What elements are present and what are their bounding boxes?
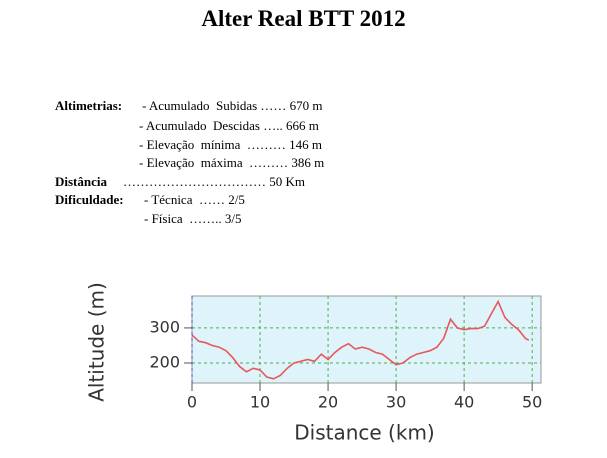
x-tick-label: 40 xyxy=(454,393,474,412)
row-text: …………………………… 50 Km xyxy=(123,174,305,189)
row-text: - Física …….. 3/5 xyxy=(144,211,242,226)
row-text: - Técnica …… 2/5 xyxy=(144,192,245,207)
y-tick-label: 300 xyxy=(149,317,180,336)
y-axis-label: Altitude (m) xyxy=(85,282,109,402)
row-text: - Elevação mínima ……… 146 m xyxy=(139,137,323,152)
elevation-line xyxy=(191,299,530,380)
x-tick-label: 0 xyxy=(187,393,197,412)
row-text: - Acumulado Subidas …… 670 m xyxy=(142,98,323,113)
plot-area xyxy=(191,295,542,384)
x-tick-label: 30 xyxy=(386,393,406,412)
row-label: Altimetrias: xyxy=(55,98,123,113)
x-tick-label: 20 xyxy=(318,393,338,412)
x-axis-label: Distance (km) xyxy=(294,421,434,445)
title: Alter Real BTT 2012 xyxy=(201,6,406,31)
x-tick-label: 50 xyxy=(522,393,542,412)
x-tick-label: 10 xyxy=(250,393,270,412)
row-label: Dificuldade: xyxy=(55,192,124,207)
row-text: - Acumulado Descidas ….. 666 m xyxy=(139,118,319,133)
y-tick-label: 200 xyxy=(149,353,180,372)
row-text: - Elevação máxima ……… 386 m xyxy=(139,155,325,170)
row-label: Distância xyxy=(55,174,107,189)
